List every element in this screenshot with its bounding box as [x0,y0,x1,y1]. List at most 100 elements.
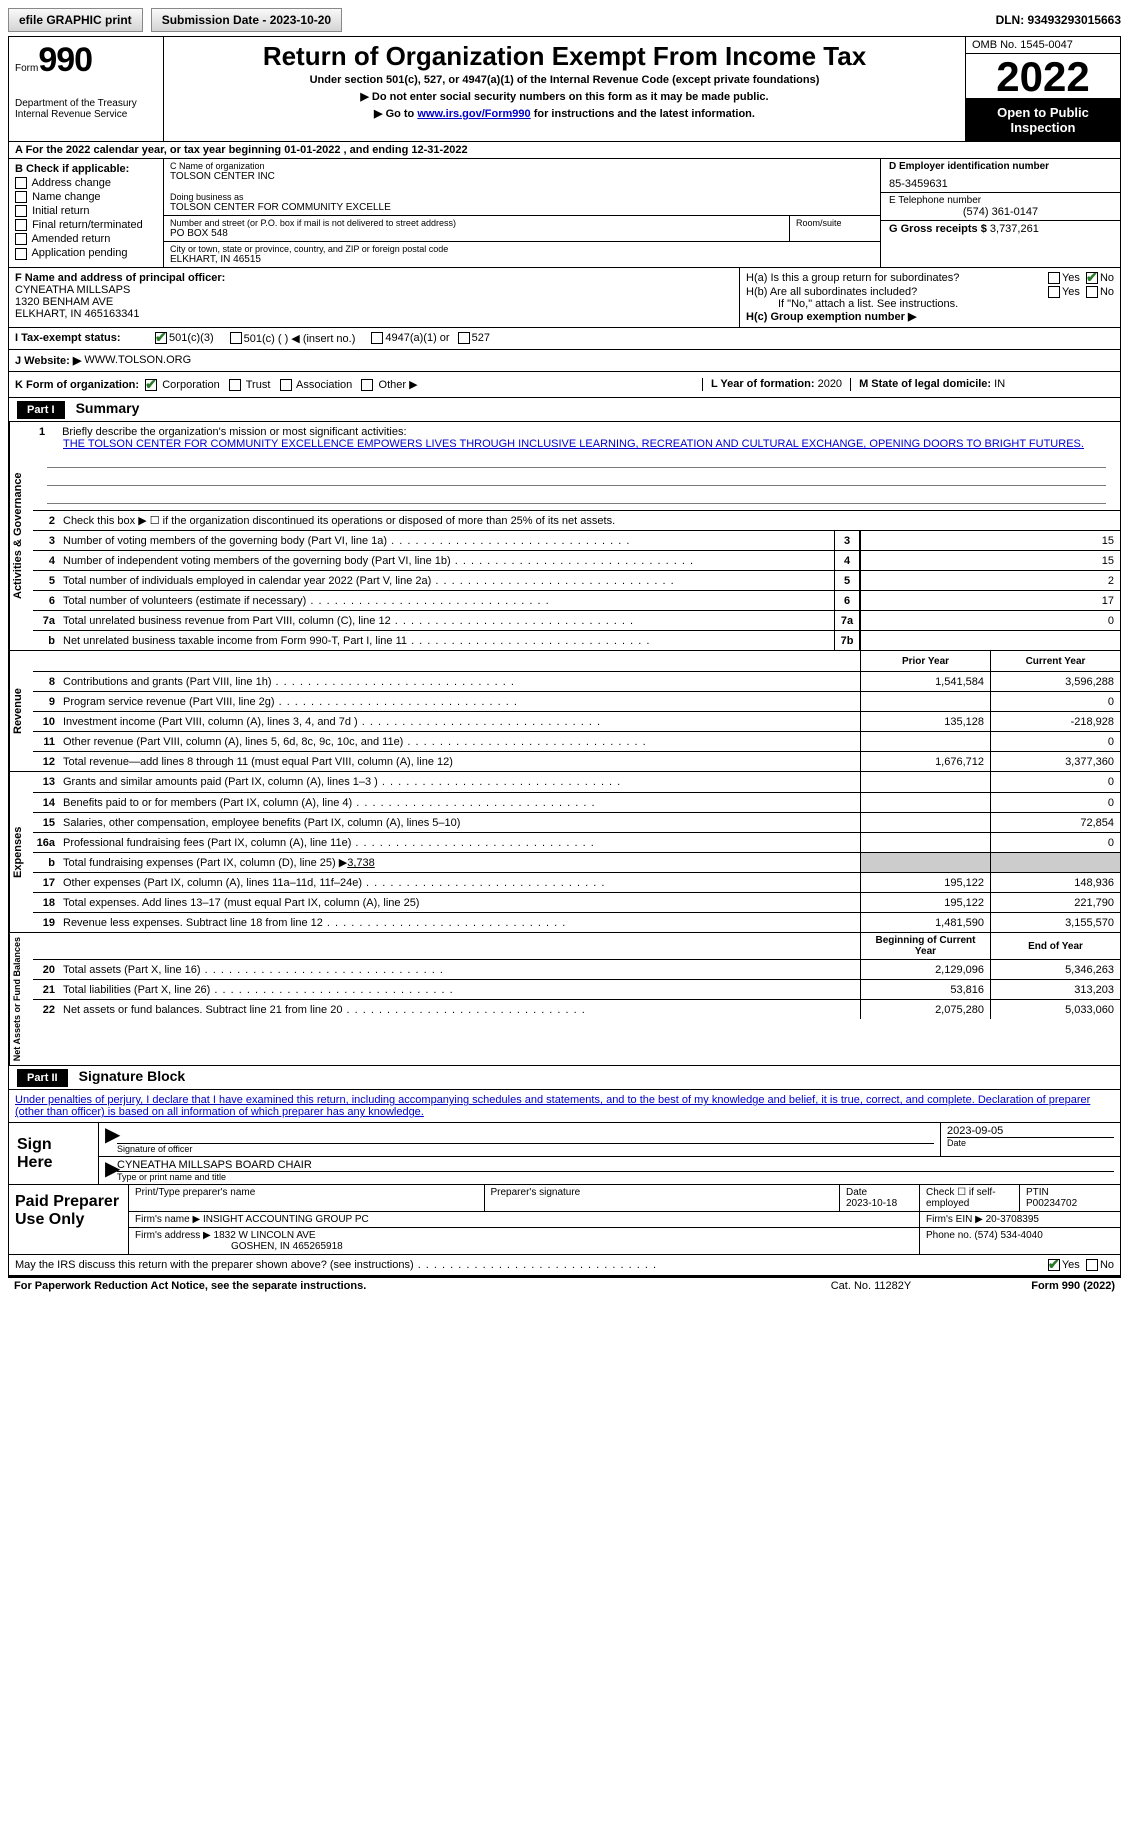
caret-icon: ▶ [99,1157,111,1184]
line-15: 15Salaries, other compensation, employee… [33,812,1120,832]
chk-assoc[interactable] [280,379,292,391]
page-footer: For Paperwork Reduction Act Notice, see … [8,1278,1121,1294]
mission-text[interactable]: THE TOLSON CENTER FOR COMMUNITY EXCELLEN… [63,438,1114,450]
officer-name-title: CYNEATHA MILLSAPS BOARD CHAIR [117,1159,1114,1171]
part2-header: Part II Signature Block [9,1066,1120,1090]
footer-mid: Cat. No. 11282Y [831,1280,912,1292]
prep-date-label: Date [846,1187,867,1198]
sub3-post: for instructions and the latest informat… [531,108,755,120]
line-8: 8Contributions and grants (Part VIII, li… [33,671,1120,691]
line-a: A For the 2022 calendar year, or tax yea… [9,142,1120,159]
sign-here-label: Sign Here [9,1123,99,1184]
submission-date-button[interactable]: Submission Date - 2023-10-20 [151,8,342,32]
sub3-pre: ▶ Go to [374,108,417,120]
line-16a: 16aProfessional fundraising fees (Part I… [33,832,1120,852]
sig-officer-label: Signature of officer [117,1143,934,1154]
perjury-declaration: Under penalties of perjury, I declare th… [9,1090,1120,1123]
street-row: Number and street (or P.O. box if mail i… [164,216,880,242]
hb-note: If "No," attach a list. See instructions… [746,298,1114,310]
ein-block: D Employer identification number 85-3459… [881,159,1120,193]
line-10: 10Investment income (Part VIII, column (… [33,711,1120,731]
may-irs-no[interactable] [1086,1259,1098,1271]
hb-label: H(b) Are all subordinates included? [746,286,1048,298]
dept-line2: Internal Revenue Service [15,109,157,120]
section-fh: F Name and address of principal officer:… [9,268,1120,328]
section-bcd: B Check if applicable: Address change Na… [9,159,1120,268]
firm-addr1: 1832 W LINCOLN AVE [214,1230,316,1241]
chk-pending[interactable]: Application pending [15,247,157,259]
form-title: Return of Organization Exempt From Incom… [172,41,957,72]
chk-name[interactable]: Name change [15,191,157,203]
ptin-value: P00234702 [1026,1198,1077,1209]
dept-line1: Department of the Treasury [15,98,157,109]
dba-value: TOLSON CENTER FOR COMMUNITY EXCELLE [170,202,391,213]
header-right-box: OMB No. 1545-0047 2022 Open to Public In… [965,37,1120,141]
chk-501c[interactable] [230,332,242,344]
line1-label: Briefly describe the organization's miss… [62,426,406,438]
header-subtitle-2: ▶ Do not enter social security numbers o… [172,90,957,103]
chk-amended[interactable]: Amended return [15,233,157,245]
chk-final[interactable]: Final return/terminated [15,219,157,231]
header-title-block: Return of Organization Exempt From Incom… [164,37,965,141]
chk-address[interactable]: Address change [15,177,157,189]
line-7a: 7aTotal unrelated business revenue from … [33,610,1120,630]
hb-yes[interactable] [1048,286,1060,298]
chk-4947[interactable] [371,332,383,344]
firm-ein-label: Firm's EIN ▶ [926,1214,983,1225]
line-4: 4Number of independent voting members of… [33,550,1120,570]
prep-date-value: 2023-10-18 [846,1198,897,1209]
street-value: PO BOX 548 [170,228,228,239]
instructions-link[interactable]: www.irs.gov/Form990 [417,108,530,120]
efile-button[interactable]: efile GRAPHIC print [8,8,143,32]
room-suite: Room/suite [790,216,880,241]
chk-other[interactable] [361,379,373,391]
line-j: J Website: ▶ WWW.TOLSON.ORG [9,350,1120,372]
section-activities: Activities & Governance 1 Briefly descri… [9,422,1120,651]
prep-sig-label: Preparer's signature [491,1187,834,1198]
line-1: 1 Briefly describe the organization's mi… [33,422,1120,510]
may-irs-yes[interactable] [1048,1259,1060,1271]
may-irs-text: May the IRS discuss this return with the… [15,1259,1048,1271]
line-7b: bNet unrelated business taxable income f… [33,630,1120,650]
line-m-label: M State of legal domicile: [859,378,991,390]
section-expenses: Expenses 13Grants and similar amounts pa… [9,772,1120,933]
preparer-row2: Firm's name ▶ INSIGHT ACCOUNTING GROUP P… [129,1212,1120,1228]
chk-initial[interactable]: Initial return [15,205,157,217]
sig-date-label: Date [947,1137,1114,1148]
ha-yes[interactable] [1048,272,1060,284]
line-l-value: 2020 [818,378,842,390]
hb-no[interactable] [1086,286,1098,298]
chk-trust[interactable] [229,379,241,391]
name-title-label: Type or print name and title [117,1171,1114,1182]
dba-label: Doing business as [170,192,874,202]
line-m-value: IN [994,378,1005,390]
form-container: Form990 Department of the Treasury Inter… [8,36,1121,1278]
chk-527[interactable] [458,332,470,344]
line-22: 22Net assets or fund balances. Subtract … [33,999,1120,1019]
chk-corp[interactable] [145,379,157,391]
line-17: 17Other expenses (Part IX, column (A), l… [33,872,1120,892]
dln-label: DLN: 93493293015663 [996,13,1121,27]
ha-no[interactable] [1086,272,1098,284]
self-employed-check[interactable]: Check ☐ if self-employed [920,1185,1020,1211]
firm-name-label: Firm's name ▶ [135,1214,200,1225]
part1-tag: Part I [17,401,65,419]
line-9: 9Program service revenue (Part VIII, lin… [33,691,1120,711]
paid-preparer-label: Paid Preparer Use Only [9,1185,129,1254]
chk-501c3[interactable] [155,332,167,344]
firm-addr-label: Firm's address ▶ [135,1230,211,1241]
declaration-text[interactable]: Under penalties of perjury, I declare th… [15,1094,1090,1118]
vtab-netassets: Net Assets or Fund Balances [9,933,33,1065]
city-value: ELKHART, IN 46515 [170,254,261,265]
blank-line [47,488,1106,504]
omb-number: OMB No. 1545-0047 [966,37,1120,54]
vtab-revenue: Revenue [9,651,33,771]
line-2: 2Check this box ▶ ☐ if the organization … [33,510,1120,530]
hc-label: H(c) Group exemption number ▶ [746,310,1114,323]
line-i: I Tax-exempt status: 501(c)(3) 501(c) ( … [9,328,1120,350]
line-6: 6Total number of volunteers (estimate if… [33,590,1120,610]
ptin-label: PTIN [1026,1187,1049,1198]
gross-value: 3,737,261 [990,223,1039,235]
top-toolbar: efile GRAPHIC print Submission Date - 20… [8,8,1121,32]
caret-icon: ▶ [99,1123,111,1156]
